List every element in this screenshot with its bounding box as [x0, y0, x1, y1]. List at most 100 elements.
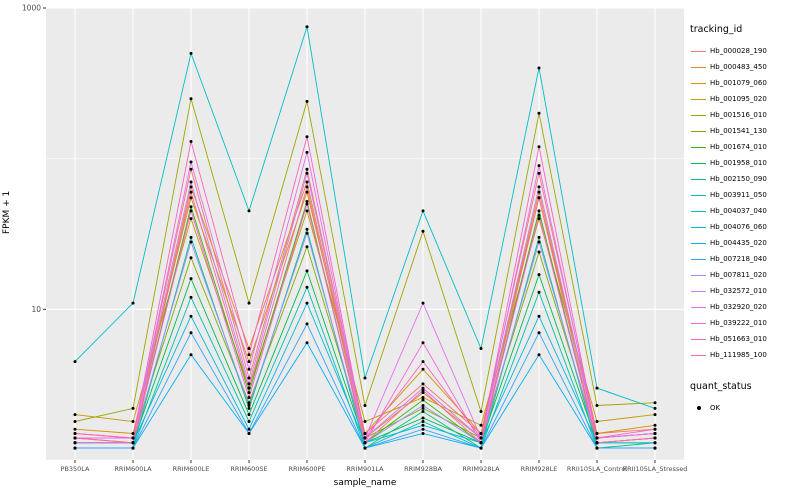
legend-key: [690, 268, 707, 283]
legend-item-label: Hb_001095_020: [710, 95, 767, 103]
data-point: [305, 269, 309, 273]
legend-item-label: Hb_004037_040: [710, 207, 767, 215]
data-point: [653, 413, 657, 417]
data-point: [73, 432, 77, 435]
data-point: [421, 396, 425, 399]
legend: tracking_id Hb_000028_190 Hb_000483_450 Hb…: [690, 24, 798, 416]
data-point: [131, 420, 135, 423]
data-point: [189, 314, 193, 318]
data-point: [595, 404, 599, 407]
data-point: [305, 190, 309, 194]
legend-key-line-icon: [691, 178, 706, 180]
data-point: [595, 432, 599, 435]
data-point: [421, 404, 425, 407]
data-point: [131, 406, 135, 410]
x-tick-label: RRII105LA_Control: [567, 465, 627, 473]
legend-key-line-icon: [691, 146, 706, 148]
data-point: [421, 386, 425, 390]
data-point: [653, 401, 657, 405]
legend-item: Hb_032920_020: [690, 299, 798, 315]
data-point: [189, 256, 193, 260]
data-point: [73, 413, 77, 417]
legend-key: [690, 60, 707, 75]
legend-item-label: Hb_007811_020: [710, 271, 767, 279]
data-point: [305, 227, 309, 231]
data-point: [73, 360, 77, 364]
legend-item-label: Hb_111985_100: [710, 351, 767, 359]
legend-key: [690, 92, 707, 107]
legend-item: Hb_051663_010: [690, 331, 798, 347]
legend-item-label: Hb_001516_010: [710, 111, 767, 119]
legend-item: Hb_001095_020: [690, 91, 798, 107]
data-point: [189, 277, 193, 281]
data-point: [653, 441, 657, 445]
data-point: [421, 301, 425, 305]
data-point: [537, 209, 541, 213]
data-point: [421, 432, 425, 435]
legend-item: Hb_000483_450: [690, 59, 798, 75]
legend-item-label: Hb_003911_050: [710, 191, 767, 199]
data-point: [421, 423, 425, 427]
data-point: [653, 432, 657, 435]
data-point: [189, 217, 193, 221]
data-point: [247, 391, 251, 395]
data-point: [421, 388, 425, 392]
legend-item-label: Hb_007218_040: [710, 255, 767, 263]
y-tick-label: 1000: [22, 4, 41, 13]
data-point: [421, 209, 425, 213]
data-point: [479, 446, 483, 450]
data-point: [421, 410, 425, 413]
data-point: [363, 404, 367, 407]
data-point: [189, 295, 193, 299]
legend-key: [690, 220, 707, 235]
x-tick-label: RRIM600LE: [173, 465, 210, 473]
data-point: [189, 180, 193, 184]
legend-key-line-icon: [691, 226, 706, 228]
data-point: [247, 413, 251, 417]
legend-key: [690, 188, 707, 203]
data-point: [189, 240, 193, 244]
data-point: [537, 213, 541, 217]
legend-key-line-icon: [691, 274, 706, 276]
legend-item-label: Hb_000028_190: [710, 47, 767, 55]
legend-item: Hb_032572_010: [690, 283, 798, 299]
legend-key-line-icon: [691, 306, 706, 308]
data-point: [247, 406, 251, 410]
data-point: [537, 190, 541, 194]
legend-item: Hb_007811_020: [690, 267, 798, 283]
data-point: [189, 97, 193, 101]
legend-key-line-icon: [691, 194, 706, 196]
x-tick-label: RRII105LA_Stressed: [623, 465, 688, 473]
data-point: [595, 420, 599, 423]
legend-key: [690, 44, 707, 59]
legend-key: [690, 348, 707, 363]
data-point: [305, 135, 309, 139]
legend-key: [690, 300, 707, 315]
x-tick-label: RRIM928BA: [404, 465, 442, 473]
data-point: [421, 406, 425, 410]
data-point: [363, 420, 367, 423]
legend-key-line-icon: [691, 82, 706, 84]
legend-item: Hb_039222_010: [690, 315, 798, 331]
data-point: [189, 51, 193, 55]
data-point: [421, 416, 425, 420]
legend-title-quant-status: quant_status: [690, 381, 752, 392]
data-point: [479, 410, 483, 413]
data-point: [247, 209, 251, 213]
data-point: [421, 427, 425, 431]
legend-key: [690, 332, 707, 347]
data-point: [653, 406, 657, 410]
x-axis-title: sample_name: [333, 478, 397, 488]
data-point: [247, 347, 251, 350]
data-point: [189, 196, 193, 200]
data-point: [421, 398, 425, 402]
legend-item-label: Hb_001958_010: [710, 159, 767, 167]
data-point: [305, 171, 309, 175]
data-point: [305, 285, 309, 289]
data-point: [595, 436, 599, 440]
data-point: [189, 167, 193, 171]
data-point: [305, 209, 309, 213]
legend-item: Hb_001079_060: [690, 75, 798, 91]
